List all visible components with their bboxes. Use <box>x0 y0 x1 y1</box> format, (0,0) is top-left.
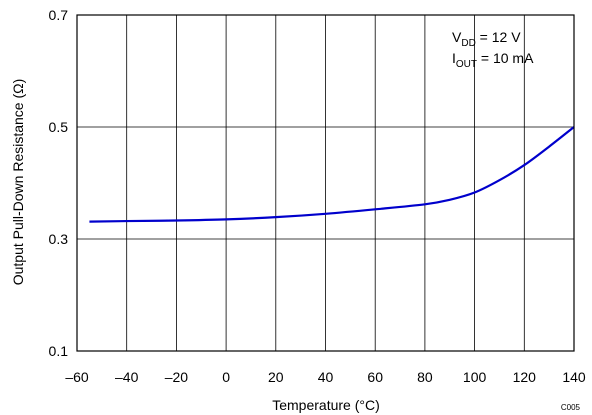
y-tick-labels: 0.1 0.3 0.5 0.7 <box>49 7 69 359</box>
iout-value: = 10 mA <box>477 50 534 66</box>
y-tick-label: 0.1 <box>49 343 69 359</box>
iout-annotation: IOUT = 10 mA <box>452 50 534 70</box>
vdd-prefix: V <box>452 29 462 45</box>
x-axis-label: Temperature (°C) <box>272 397 380 413</box>
iout-subscript: OUT <box>456 59 477 70</box>
figure-code: C005 <box>561 403 581 412</box>
series-layer <box>89 126 575 223</box>
y-axis-label: Output Pull-Down Resistance (Ω) <box>10 79 26 286</box>
y-tick-label: 0.7 <box>49 7 69 23</box>
x-tick-label: 60 <box>367 369 383 385</box>
iout-prefix: I <box>452 50 456 66</box>
y-tick-label: 0.5 <box>49 119 69 135</box>
x-tick-label: 40 <box>318 369 334 385</box>
x-tick-labels: –60 –40 –20 0 20 40 60 80 100 120 140 <box>65 369 586 385</box>
vdd-subscript: DD <box>461 38 475 49</box>
x-tick-label: –20 <box>165 369 189 385</box>
series-line <box>89 126 575 223</box>
x-tick-label: 140 <box>562 369 586 385</box>
vdd-value: = 12 V <box>476 29 521 45</box>
x-tick-label: 80 <box>417 369 433 385</box>
vdd-annotation: VDD = 12 V <box>452 29 521 49</box>
x-tick-label: 0 <box>222 369 230 385</box>
x-tick-label: –40 <box>115 369 139 385</box>
x-tick-label: 20 <box>268 369 284 385</box>
plot-frame <box>76 14 575 352</box>
y-tick-label: 0.3 <box>49 231 69 247</box>
x-tick-label: 120 <box>513 369 537 385</box>
x-tick-label: 100 <box>463 369 487 385</box>
x-tick-label: –60 <box>65 369 89 385</box>
